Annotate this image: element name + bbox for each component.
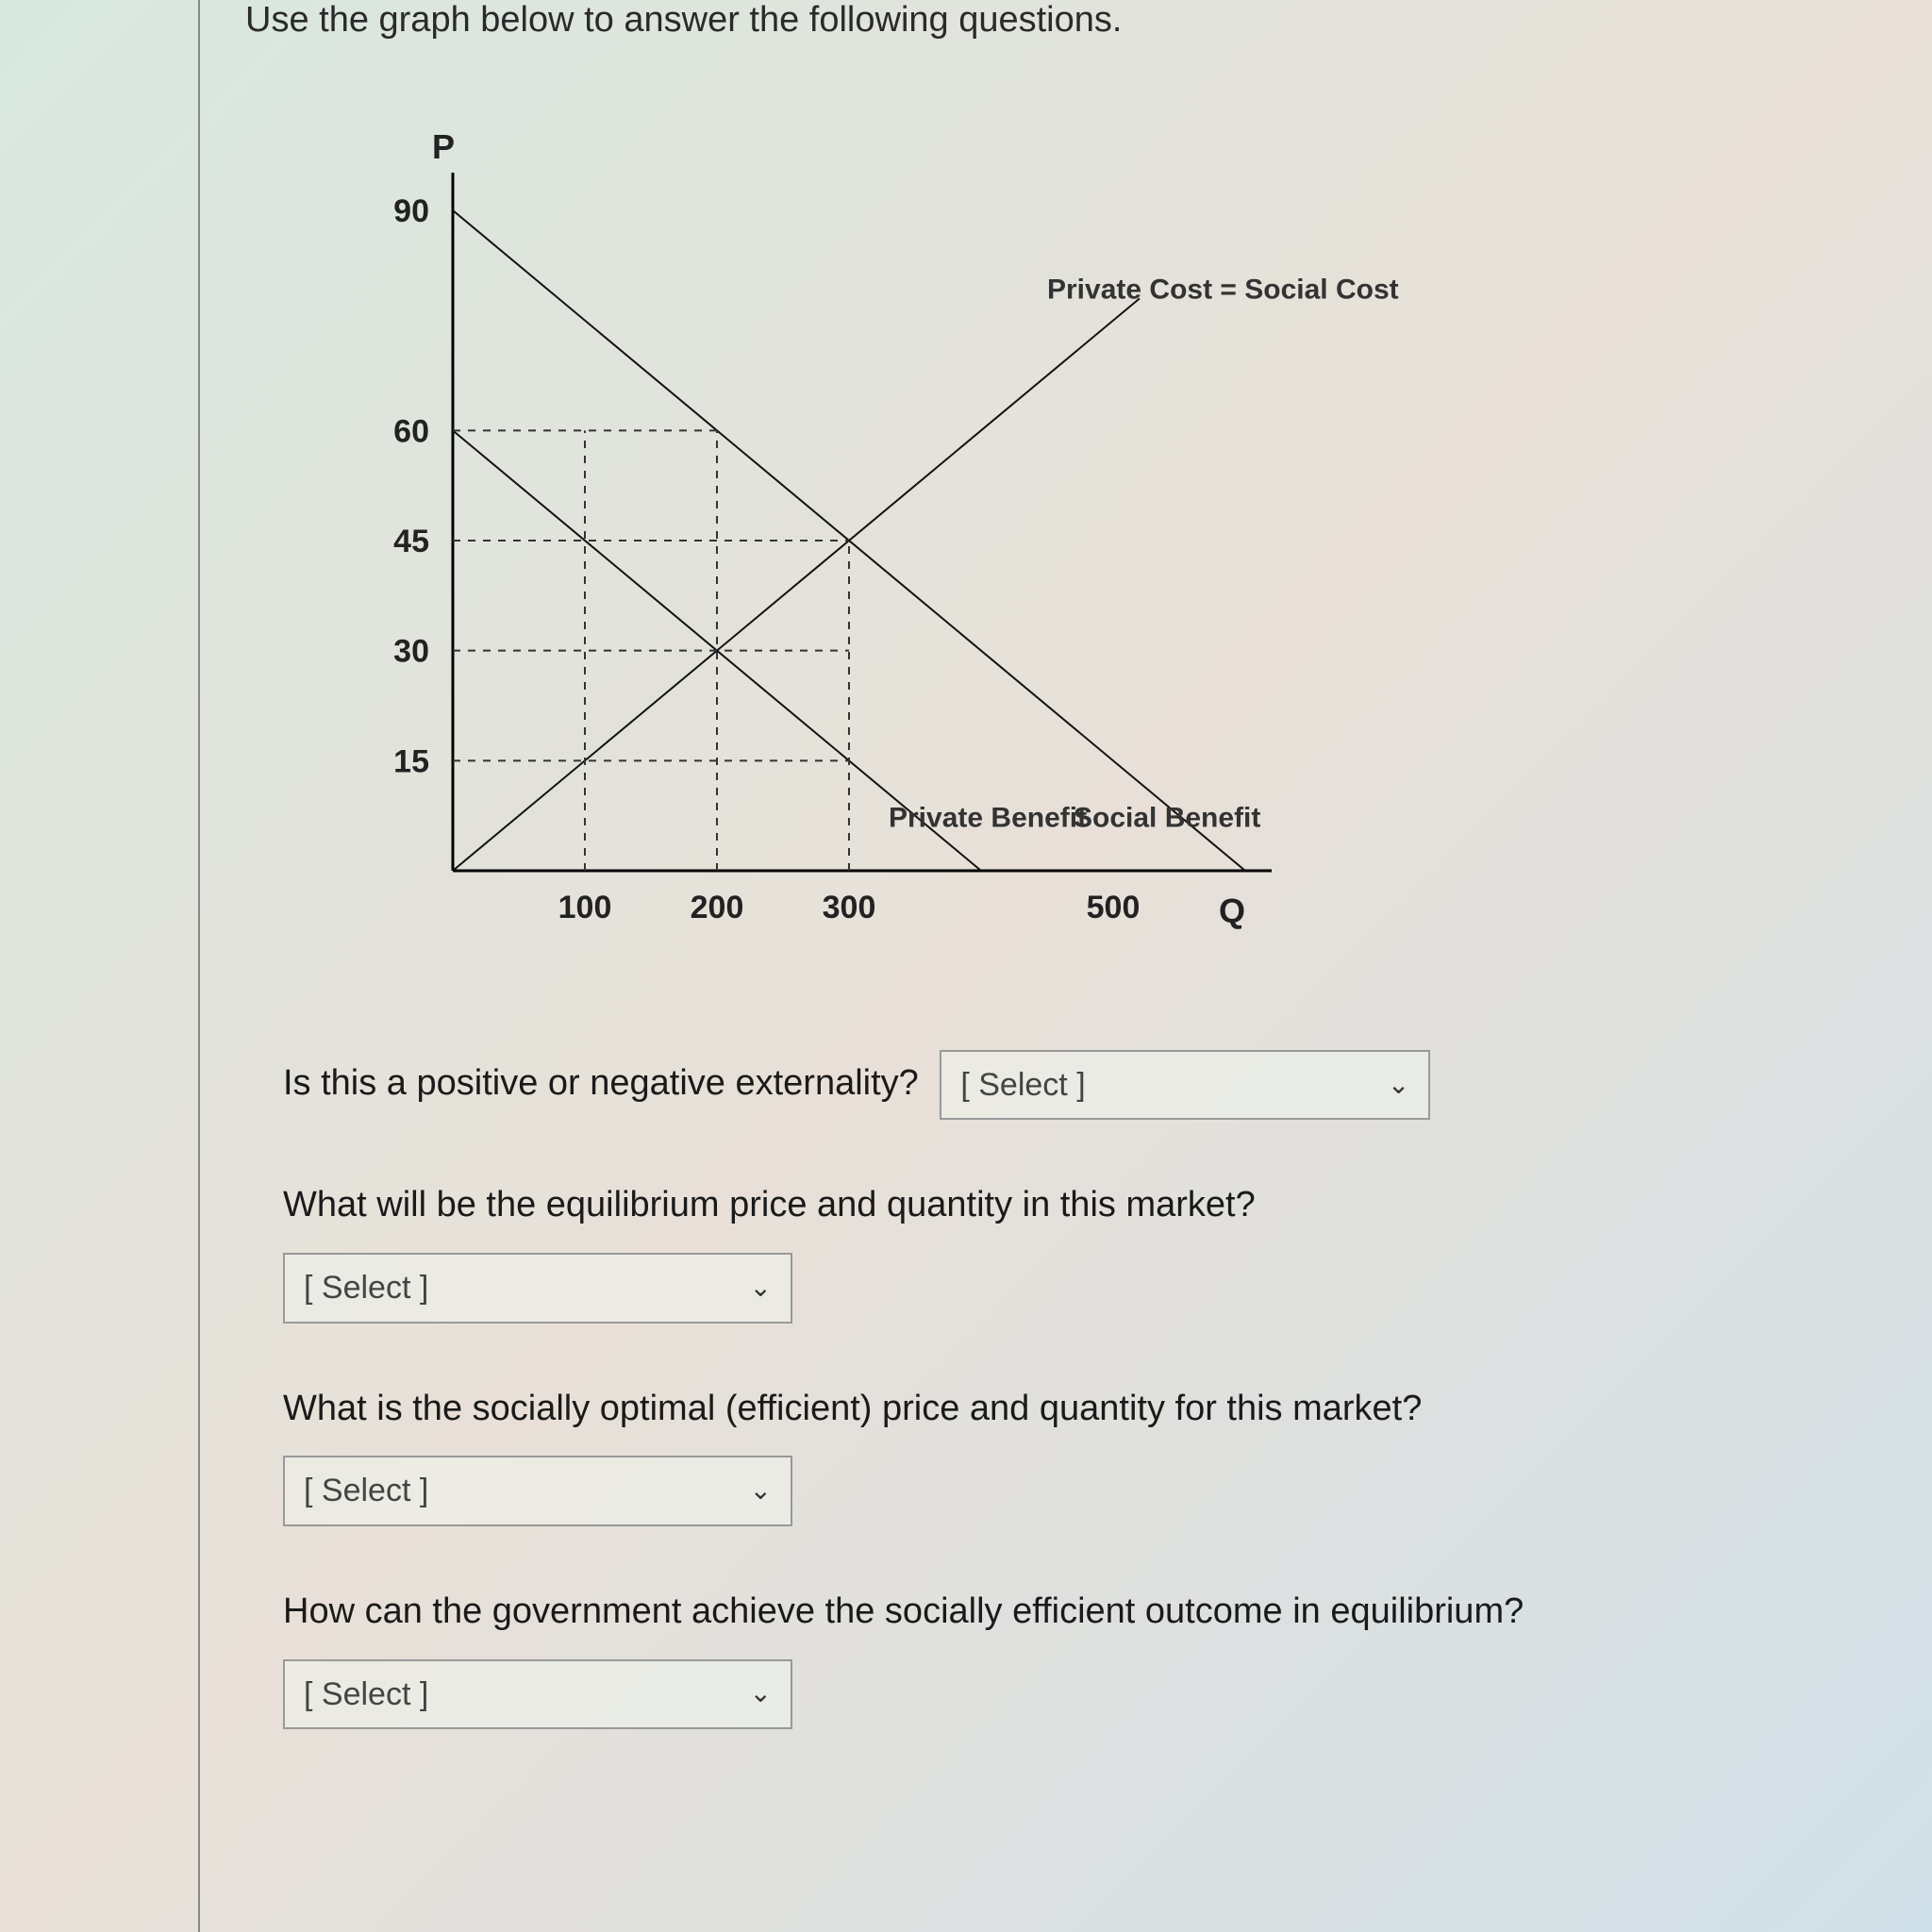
- svg-text:500: 500: [1087, 890, 1141, 925]
- svg-text:Social Benefit: Social Benefit: [1074, 802, 1260, 833]
- q1-text: Is this a positive or negative externali…: [283, 1063, 919, 1103]
- q1-select-label: [ Select ]: [960, 1059, 1085, 1110]
- svg-text:100: 100: [558, 890, 612, 925]
- svg-text:45: 45: [393, 524, 429, 559]
- q3-select[interactable]: [ Select ] ⌄: [283, 1456, 792, 1525]
- q3-select-label: [ Select ]: [304, 1465, 428, 1516]
- question-2: What will be the equilibrium price and q…: [208, 1148, 1932, 1351]
- question-3: What is the socially optimal (efficient)…: [208, 1352, 1932, 1555]
- svg-text:Private Benefit: Private Benefit: [889, 802, 1087, 833]
- q3-text: What is the socially optimal (efficient)…: [283, 1389, 1422, 1428]
- q4-text: How can the government achieve the socia…: [283, 1591, 1524, 1631]
- q2-text: What will be the equilibrium price and q…: [283, 1185, 1256, 1224]
- svg-text:Private Cost = Social Cost: Private Cost = Social Cost: [1047, 274, 1399, 305]
- q4-select-label: [ Select ]: [304, 1669, 428, 1720]
- chevron-down-icon: ⌄: [750, 1673, 772, 1715]
- question-4: How can the government achieve the socia…: [208, 1555, 1932, 1757]
- q2-select[interactable]: [ Select ] ⌄: [283, 1253, 792, 1323]
- q4-select[interactable]: [ Select ] ⌄: [283, 1659, 792, 1729]
- svg-text:200: 200: [691, 890, 744, 925]
- q1-select[interactable]: [ Select ] ⌄: [940, 1050, 1430, 1120]
- svg-text:30: 30: [393, 634, 429, 670]
- svg-text:Q: Q: [1219, 891, 1245, 930]
- svg-text:300: 300: [823, 890, 876, 925]
- q2-select-label: [ Select ]: [304, 1262, 428, 1313]
- page-content: Use the graph below to answer the follow…: [0, 0, 1932, 1757]
- question-1: Is this a positive or negative externali…: [208, 1022, 1932, 1148]
- chevron-down-icon: ⌄: [750, 1267, 772, 1309]
- chevron-down-icon: ⌄: [750, 1470, 772, 1512]
- svg-text:90: 90: [393, 193, 429, 229]
- svg-text:P: P: [432, 127, 455, 166]
- svg-text:15: 15: [393, 743, 429, 779]
- instruction-text: Use the graph below to answer the follow…: [208, 0, 1932, 78]
- chevron-down-icon: ⌄: [1388, 1064, 1409, 1107]
- chart-svg: P Q 90 60 45 30 15 100 200 300 500 Private Cost = S…: [321, 116, 1736, 965]
- externality-chart: P Q 90 60 45 30 15 100 200 300 500 Private Cost = S…: [321, 116, 1736, 965]
- svg-text:60: 60: [393, 413, 429, 449]
